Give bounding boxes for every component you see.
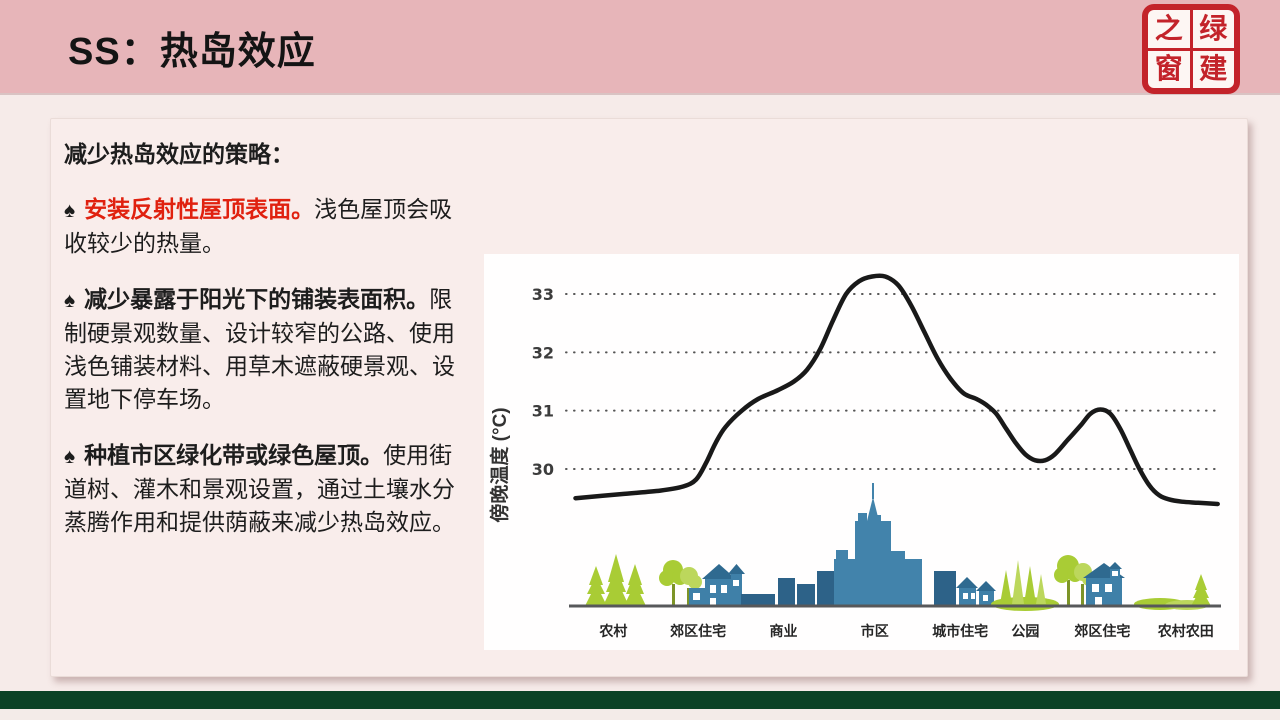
- bullet-rest: 浅色屋顶会吸收较少的热量。: [64, 196, 453, 256]
- footer-green-bar: [0, 691, 1280, 709]
- seal-char: 窗: [1148, 50, 1190, 88]
- rural-trees: [585, 554, 646, 606]
- suburban-house-right: [1083, 562, 1125, 606]
- heat-island-chart: 33 32 31 30 傍晚温度 (°C): [488, 273, 1222, 639]
- category-label: 农村农田: [1157, 623, 1214, 639]
- bullet-reflective-roof: ♠ 安装反射性屋顶表面。浅色屋顶会吸收较少的热量。: [64, 193, 462, 260]
- bullet-reduce-paving: ♠ 减少暴露于阳光下的铺装表面积。限制硬景观数量、设计较窄的公路、使用浅色铺装材料…: [64, 283, 462, 416]
- spade-icon: ♠: [64, 289, 76, 312]
- city-skyline-illustration: [585, 483, 1211, 611]
- seal-char: 建: [1192, 50, 1234, 88]
- content-card: 减少热岛效应的策略： ♠ 安装反射性屋顶表面。浅色屋顶会吸收较少的热量。 ♠ 减少暴…: [50, 118, 1248, 677]
- downtown-skyline: [834, 483, 922, 606]
- bullet-lead: 种植市区绿化带或绿色屋顶。: [84, 442, 384, 468]
- temperature-curve: [573, 273, 1220, 507]
- category-label: 城市住宅: [932, 623, 988, 639]
- slide-header: SS：热岛效应: [0, 0, 1280, 95]
- strategies-heading: 减少热岛效应的策略：: [64, 141, 294, 167]
- category-label: 郊区住宅: [670, 623, 726, 639]
- commercial-buildings: [741, 571, 835, 606]
- seal-char: 绿: [1192, 10, 1234, 48]
- bullet-rest: 使用街道树、灌木和景观设置，通过土壤水分蒸腾作用和提供荫蔽来减少热岛效应。: [64, 442, 455, 535]
- ytick-31: 31: [532, 402, 554, 421]
- bullet-green-roof: ♠ 种植市区绿化带或绿色屋顶。使用街道树、灌木和景观设置，通过土壤水分蒸腾作用和提…: [64, 439, 462, 539]
- suburban-trees-right: [1054, 555, 1096, 606]
- category-label: 市区: [861, 623, 889, 639]
- y-axis-label: 傍晚温度 (°C): [488, 407, 511, 522]
- bullet-rest: 限制硬景观数量、设计较窄的公路、使用浅色铺装材料、用草木遮蔽硬景观、设置地下停车…: [64, 286, 455, 412]
- seal-char: 之: [1148, 10, 1190, 48]
- ytick-32: 32: [532, 343, 554, 362]
- ytick-30: 30: [532, 460, 554, 479]
- spade-icon: ♠: [64, 445, 76, 468]
- suburban-trees-left: [659, 560, 702, 606]
- suburban-house-left: [689, 564, 745, 606]
- category-label: 公园: [1011, 623, 1039, 639]
- category-label: 郊区住宅: [1074, 623, 1130, 639]
- category-label: 农村: [598, 623, 627, 639]
- park: [991, 560, 1059, 611]
- bullet-lead: 安装反射性屋顶表面。: [84, 196, 315, 222]
- dark-tower: [934, 571, 956, 606]
- urban-residential-houses: [956, 577, 996, 606]
- page-title: SS：热岛效应: [68, 31, 316, 73]
- heat-island-chart-panel: 33 32 31 30 傍晚温度 (°C): [484, 254, 1239, 650]
- spade-icon: ♠: [64, 199, 76, 222]
- bottom-strip: [0, 709, 1280, 720]
- bullet-lead: 减少暴露于阳光下的铺装表面积。: [84, 286, 430, 312]
- category-label: 商业: [770, 623, 798, 639]
- ytick-33: 33: [532, 285, 554, 304]
- strategies-text-block: 减少热岛效应的策略： ♠ 安装反射性屋顶表面。浅色屋顶会吸收较少的热量。 ♠ 减少暴…: [64, 135, 462, 562]
- green-building-seal-logo: 之 绿 窗 建: [1142, 4, 1240, 94]
